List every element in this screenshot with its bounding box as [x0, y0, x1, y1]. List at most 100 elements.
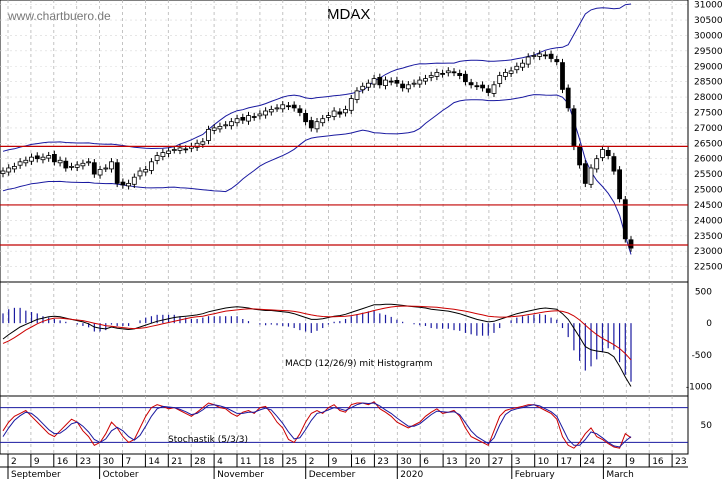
candle-body [628, 239, 634, 249]
x-tick-label: 7 [126, 457, 132, 467]
candle-body [405, 84, 411, 90]
candle-body [423, 78, 428, 82]
x-tick-label: 30 [400, 457, 412, 467]
x-tick-label: 2 [606, 457, 612, 467]
candle-body [29, 156, 34, 162]
candle-body [520, 62, 525, 68]
gridlines [0, 0, 688, 454]
candle-body [554, 59, 560, 63]
candle-body [171, 149, 177, 151]
candle-body [74, 164, 80, 168]
price-tick-label: 26500 [694, 139, 723, 149]
candle-body [491, 84, 497, 94]
candle-body [97, 169, 103, 176]
candle-body [263, 110, 269, 116]
candle-body [571, 108, 577, 147]
chart-title: MDAX [327, 6, 371, 23]
x-tick-label: 9 [332, 457, 338, 467]
x-tick-label: 13 [446, 457, 457, 467]
candle-body [143, 169, 149, 173]
candle-body [194, 142, 200, 148]
candle-body [320, 118, 326, 124]
candle-body [217, 126, 223, 130]
candle-body [377, 77, 383, 86]
candle-body [223, 124, 229, 127]
price-tick-label: 28500 [694, 78, 723, 88]
candle-body [200, 141, 206, 145]
price-tick-label: 23500 [694, 232, 723, 242]
candle-body [617, 169, 622, 200]
candle-body [400, 83, 406, 89]
x-tick-label: 16 [57, 457, 69, 467]
candle-body [120, 181, 126, 186]
x-tick-label: 14 [148, 457, 160, 467]
x-tick-label: 9 [629, 457, 635, 467]
x-tick-label: 9 [34, 457, 40, 467]
candle-body [40, 156, 46, 161]
macd-panel: -1000 -500 0 500 [2, 288, 712, 393]
stoch-k-line [2, 401, 632, 449]
candle-body [462, 73, 468, 83]
candle-body [80, 162, 86, 167]
candle-body [314, 121, 320, 130]
candle-body [46, 155, 52, 159]
candle-body [457, 73, 463, 77]
price-tick-label: 31000 [694, 1, 723, 11]
price-tick-label: 25000 [694, 186, 723, 196]
candle-body [348, 98, 354, 111]
x-tick-label: 21 [171, 457, 182, 467]
candle-body [308, 120, 314, 129]
candle-body [440, 73, 446, 75]
price-tick-label: 29500 [694, 47, 723, 57]
x-tick-label: 27 [492, 457, 503, 467]
price-tick-label: 23000 [694, 247, 723, 257]
candle-body [565, 87, 571, 109]
candle-body [480, 84, 486, 89]
candle-body [166, 150, 172, 154]
stoch-panel-frame [0, 395, 689, 455]
x-tick-label: 23 [377, 457, 388, 467]
x-tick-label: 20 [469, 457, 481, 467]
candle-body [148, 161, 154, 171]
candle-body [388, 80, 394, 83]
candle-body [594, 158, 600, 170]
x-tick-label: 17 [561, 457, 572, 467]
candle-body [91, 162, 97, 175]
candle-body [69, 165, 74, 168]
candle-body [531, 55, 537, 57]
candle-body [383, 79, 388, 86]
x-tick-label: 18 [263, 457, 275, 467]
macd-signal-line [2, 305, 632, 361]
x-tick-label: 2 [309, 457, 315, 467]
stoch-d-line [2, 402, 632, 448]
candle-body [234, 118, 240, 124]
candle-body [23, 159, 29, 164]
price-tick-label: 27000 [694, 124, 723, 134]
macd-tick-label: -1000 [686, 383, 712, 393]
x-tick-label: 3 [515, 457, 521, 467]
candle-body [582, 163, 588, 184]
candle-body [497, 75, 503, 84]
candle-body [548, 53, 554, 59]
x-tick-label: 28 [194, 457, 206, 467]
month-label: October [103, 470, 139, 479]
macd-label: MACD (12/26/9) mit Histogramm [285, 359, 433, 369]
price-tick-label: 30000 [694, 31, 723, 41]
month-label: March [606, 470, 633, 479]
candle-body [251, 116, 257, 118]
candle-body [160, 152, 166, 158]
price-tick-label: 25500 [694, 170, 723, 180]
candle-body [286, 105, 291, 108]
candle-body [600, 149, 605, 158]
x-tick-label: 16 [355, 457, 367, 467]
candle-body [211, 127, 217, 131]
candle-body [394, 80, 400, 84]
candle-body [52, 153, 57, 163]
candle-body [537, 53, 543, 57]
candle-body [177, 147, 183, 151]
month-label: November [217, 470, 264, 479]
stoch-tick-label: 50 [701, 421, 713, 431]
candle-body [114, 162, 120, 184]
x-tick-label: 23 [675, 457, 686, 467]
candle-body [57, 159, 63, 164]
